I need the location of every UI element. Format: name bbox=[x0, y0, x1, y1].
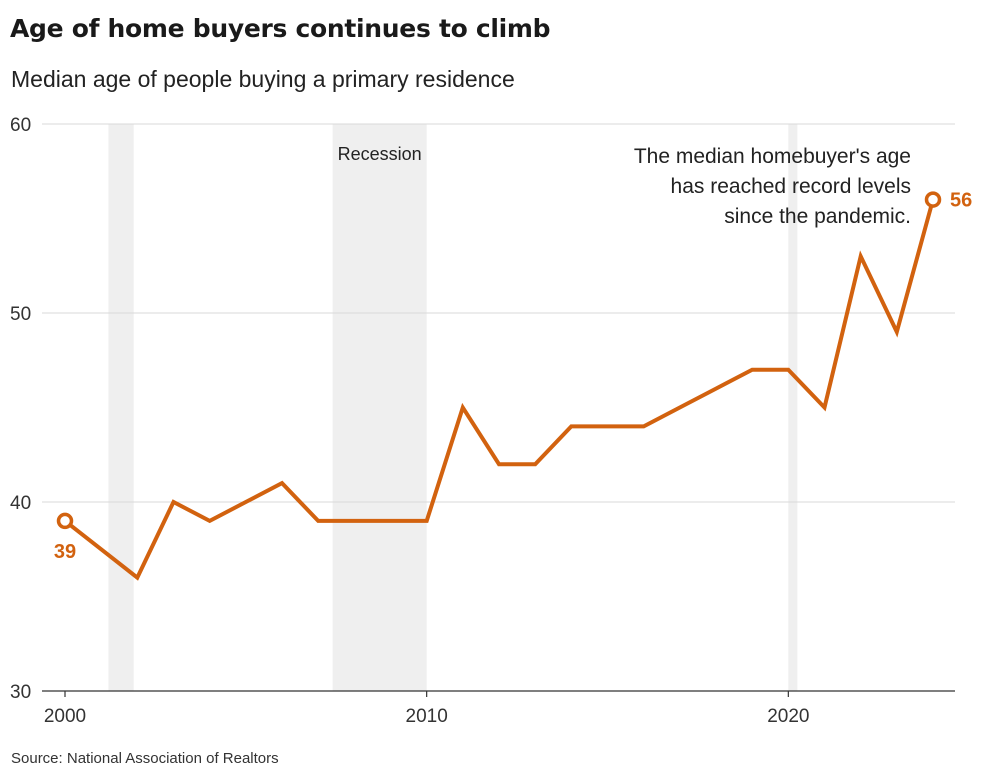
annotation-line: has reached record levels bbox=[671, 175, 911, 198]
annotation-line: since the pandemic. bbox=[724, 205, 911, 228]
source-note: Source: National Association of Realtors bbox=[11, 750, 279, 767]
y-tick-label: 60 bbox=[10, 115, 31, 136]
series-line bbox=[63, 197, 935, 581]
series-group: 39 56 bbox=[54, 190, 972, 581]
y-axis-ticks: 30 40 50 60 bbox=[10, 115, 31, 703]
recession-label: Recession bbox=[338, 144, 422, 164]
recession-band-1 bbox=[332, 124, 427, 691]
x-tick-label: 2020 bbox=[767, 706, 809, 727]
recession-band-2 bbox=[788, 124, 798, 691]
annotation-line: The median homebuyer's age bbox=[634, 145, 911, 168]
y-tick-label: 30 bbox=[10, 682, 31, 703]
x-axis-ticks: 2000 2010 2020 bbox=[44, 691, 809, 727]
chart-subtitle: Median age of people buying a primary re… bbox=[11, 66, 515, 92]
recession-band-0 bbox=[108, 124, 134, 691]
annotation-group: The median homebuyer's age has reached re… bbox=[634, 145, 911, 228]
end-value-label: 56 bbox=[950, 190, 972, 212]
x-tick-label: 2010 bbox=[406, 706, 448, 727]
y-tick-label: 40 bbox=[10, 493, 31, 514]
start-point-marker bbox=[56, 512, 74, 530]
chart-title: Age of home buyers continues to climb bbox=[10, 14, 551, 43]
y-tick-label: 50 bbox=[10, 304, 31, 325]
gridlines-group bbox=[42, 123, 955, 692]
line-chart: Recession 30 40 50 60 2000 2010 2020 The medi… bbox=[10, 115, 972, 727]
recession-shading-group: Recession bbox=[108, 124, 798, 691]
end-point-marker bbox=[924, 191, 942, 208]
start-value-label: 39 bbox=[54, 541, 76, 563]
x-tick-label: 2000 bbox=[44, 706, 86, 727]
